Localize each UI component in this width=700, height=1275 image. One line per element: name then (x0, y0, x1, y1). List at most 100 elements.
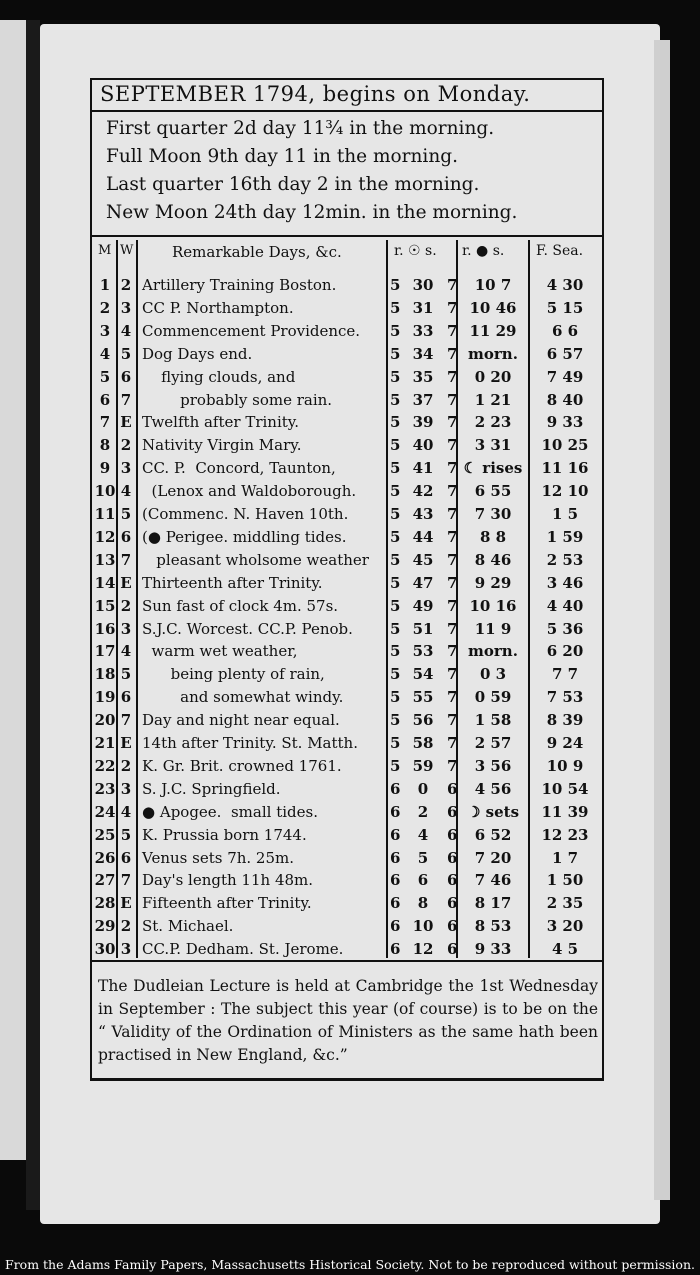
table-row: 1 2 Artillery Training Boston. 5 30 7 10 7 4 30 (92, 274, 602, 297)
week-day-cell: E (120, 734, 132, 752)
sunset-hour-cell: 6 (447, 779, 458, 798)
sun-minute-cell: 42 (412, 482, 434, 501)
month-day-cell: 3 (99, 321, 111, 340)
table-row: 21 E 14th after Trinity. St. Matth. 5 58 7 2 5… (92, 732, 602, 755)
month-day-cell: 16 (94, 619, 116, 638)
remarkable-day-cell: being plenty of rain, (142, 665, 325, 684)
full-sea-cell: 6 20 (546, 642, 584, 661)
remarkable-day-cell: Day's length 11h 48m. (142, 871, 314, 890)
week-day-cell: 4 (120, 321, 132, 340)
sun-minute-cell: 31 (412, 298, 434, 317)
sunrise-hour-cell: 5 (390, 550, 401, 569)
moon-rise-set-cell: morn. (468, 344, 518, 363)
remarkable-day-cell: Venus sets 7h. 25m. (142, 848, 295, 867)
full-sea-cell: 3 20 (546, 917, 584, 936)
moon-phase: New Moon 24th day 12min. in the morning. (106, 202, 518, 223)
moon-rise-set-cell: 9 29 (474, 573, 512, 592)
sun-minute-cell: 53 (412, 642, 434, 661)
week-day-cell: 3 (120, 459, 132, 478)
moon-rise-set-cell: 9 33 (474, 940, 512, 959)
month-day-cell: 23 (94, 779, 116, 798)
remarkable-day-cell: and somewhat windy. (142, 688, 344, 707)
sunrise-hour-cell: 6 (390, 871, 401, 890)
sunset-hour-cell: 7 (447, 436, 458, 455)
month-day-cell: 9 (99, 459, 111, 478)
full-sea-cell: 11 39 (541, 802, 589, 821)
month-day-cell: 24 (94, 802, 116, 821)
sunrise-hour-cell: 5 (390, 482, 401, 501)
table-row: 3 4 Commencement Providence. 5 33 7 11 29 6 6 (92, 320, 602, 343)
page-title: SEPTEMBER 1794, begins on Monday. (100, 82, 531, 106)
remarkable-day-cell: (● Perigee. middling tides. (142, 527, 347, 546)
week-day-cell: 3 (120, 619, 132, 638)
sun-minute-cell: 8 (417, 894, 429, 913)
sun-minute-cell: 56 (412, 711, 434, 730)
sunrise-hour-cell: 5 (390, 413, 401, 432)
remarkable-day-cell: 14th after Trinity. St. Matth. (142, 734, 358, 752)
moon-rise-set-cell: ☽ sets (466, 802, 520, 821)
remarkable-day-cell: warm wet weather, (142, 642, 298, 661)
sun-minute-cell: 58 (412, 734, 434, 752)
column-rule (116, 240, 118, 958)
sunrise-hour-cell: 5 (390, 390, 401, 409)
sunrise-hour-cell: 5 (390, 436, 401, 455)
moon-rise-set-cell: 10 7 (474, 276, 512, 294)
remarkable-day-cell: CC.P. Dedham. St. Jerome. (142, 940, 344, 959)
table-row: 13 7 pleasant wholsome weather 5 45 7 8 46 2 5… (92, 549, 602, 572)
sunset-hour-cell: 6 (447, 848, 458, 867)
sunrise-hour-cell: 6 (390, 825, 401, 844)
week-day-cell: 2 (120, 917, 132, 936)
sunrise-hour-cell: 5 (390, 665, 401, 684)
full-sea-cell: 1 7 (551, 848, 579, 867)
sunrise-hour-cell: 5 (390, 596, 401, 615)
sun-minute-cell: 35 (412, 367, 434, 386)
month-day-cell: 17 (94, 642, 116, 661)
full-sea-cell: 8 40 (546, 390, 584, 409)
sunset-hour-cell: 7 (447, 642, 458, 661)
sun-minute-cell: 43 (412, 505, 434, 523)
moon-rise-set-cell: 1 21 (474, 390, 512, 409)
col-header-remarkable-days: Remarkable Days, &c. (172, 243, 342, 261)
month-day-cell: 15 (94, 596, 116, 615)
full-sea-cell: 7 49 (546, 367, 584, 386)
sunset-hour-cell: 7 (447, 321, 458, 340)
remarkable-day-cell: (Commenc. N. Haven 10th. (142, 505, 349, 523)
full-sea-cell: 11 16 (541, 459, 589, 478)
month-day-cell: 19 (94, 688, 116, 707)
moon-rise-set-cell: 2 57 (474, 734, 512, 752)
full-sea-cell: 1 5 (551, 505, 579, 523)
sunrise-hour-cell: 6 (390, 940, 401, 959)
moon-rise-set-cell: 10 16 (469, 596, 517, 615)
sun-minute-cell: 5 (417, 848, 429, 867)
sunset-hour-cell: 7 (447, 527, 458, 546)
sunset-hour-cell: 6 (447, 802, 458, 821)
remarkable-day-cell: Artillery Training Boston. (142, 276, 337, 294)
month-day-cell: 28 (94, 894, 116, 913)
moon-rise-set-cell: 8 53 (474, 917, 512, 936)
sun-minute-cell: 45 (412, 550, 434, 569)
full-sea-cell: 5 15 (546, 298, 584, 317)
month-day-cell: 27 (94, 871, 116, 890)
sun-minute-cell: 33 (412, 321, 434, 340)
sunset-hour-cell: 7 (447, 413, 458, 432)
month-day-cell: 12 (94, 527, 116, 546)
full-sea-cell: 7 53 (546, 688, 584, 707)
full-sea-cell: 3 46 (546, 573, 584, 592)
remarkable-day-cell: Fifteenth after Trinity. (142, 894, 312, 913)
sunrise-hour-cell: 5 (390, 573, 401, 592)
full-sea-cell: 4 5 (551, 940, 579, 959)
moon-rise-set-cell: 0 3 (479, 665, 507, 684)
full-sea-cell: 6 6 (551, 321, 579, 340)
table-row: 10 4 (Lenox and Waldoborough. 5 42 7 6 55 12 1… (92, 480, 602, 503)
sun-minute-cell: 30 (412, 276, 434, 294)
remarkable-day-cell: ● Apogee. small tides. (142, 802, 318, 821)
moon-rise-set-cell: ☾ rises (463, 459, 523, 478)
book-spine (26, 20, 40, 1210)
sunset-hour-cell: 7 (447, 550, 458, 569)
week-day-cell: 6 (120, 527, 132, 546)
month-day-cell: 1 (99, 276, 111, 294)
week-day-cell: 6 (120, 848, 132, 867)
table-row: 25 5 K. Prussia born 1744. 6 4 6 6 52 12 23 (92, 824, 602, 847)
sunset-hour-cell: 7 (447, 390, 458, 409)
full-sea-cell: 1 50 (546, 871, 584, 890)
